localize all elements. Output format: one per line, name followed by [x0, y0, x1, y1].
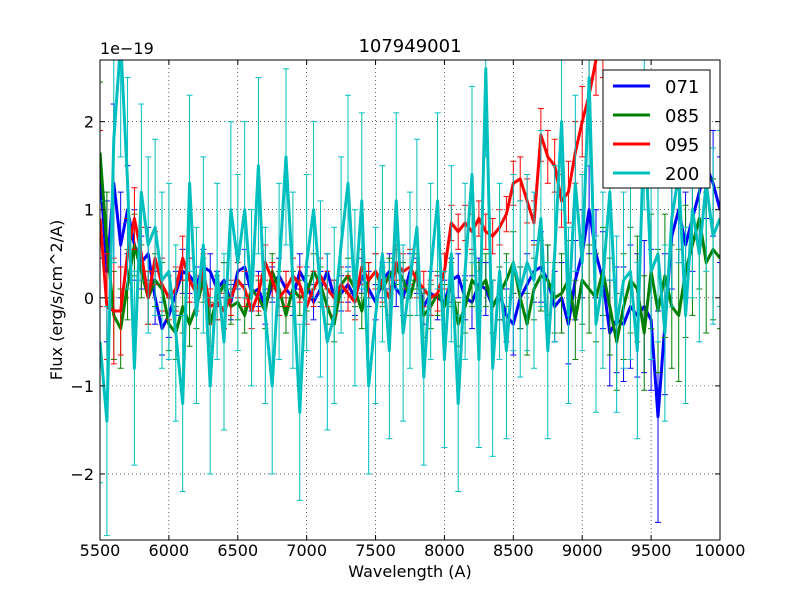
x-tick-label: 6500 — [217, 541, 258, 560]
y-tick-label: 1 — [84, 201, 94, 220]
x-tick-label: 7500 — [355, 541, 396, 560]
y-tick-label: −1 — [70, 377, 94, 396]
legend-box — [602, 69, 711, 189]
x-tick-label: 10000 — [695, 541, 746, 560]
y-axis-label: Flux (erg/s/cm^2/A) — [47, 220, 66, 381]
legend-label-095: 095 — [665, 135, 699, 156]
x-tick-label: 7000 — [286, 541, 327, 560]
y-tick-label: 2 — [84, 113, 94, 132]
x-tick-label: 9000 — [562, 541, 603, 560]
legend-label-085: 085 — [665, 106, 699, 127]
axis-ticks: 5500 6000 6500 7000 7500 8000 8500 9000 9500 1000… — [70, 60, 745, 560]
chart-title: 107949001 — [358, 36, 461, 57]
y-tick-label: −2 — [70, 465, 94, 484]
x-tick-label: 8000 — [424, 541, 465, 560]
x-tick-label: 6000 — [149, 541, 190, 560]
series-layer — [100, 60, 720, 537]
y-tick-label: 0 — [84, 289, 94, 308]
x-tick-label: 9500 — [631, 541, 672, 560]
legend-label-071: 071 — [665, 77, 699, 98]
legend: 071 085 095 200 — [602, 69, 711, 189]
x-tick-label: 5500 — [80, 541, 121, 560]
x-axis-label: Wavelength (A) — [348, 562, 471, 581]
series-line-200 — [100, 60, 720, 423]
series-line-095 — [100, 60, 598, 313]
legend-label-200: 200 — [665, 164, 699, 185]
x-tick-label: 8500 — [493, 541, 534, 560]
y-offset-text: 1e−19 — [100, 39, 154, 58]
plot-frame — [99, 59, 721, 541]
